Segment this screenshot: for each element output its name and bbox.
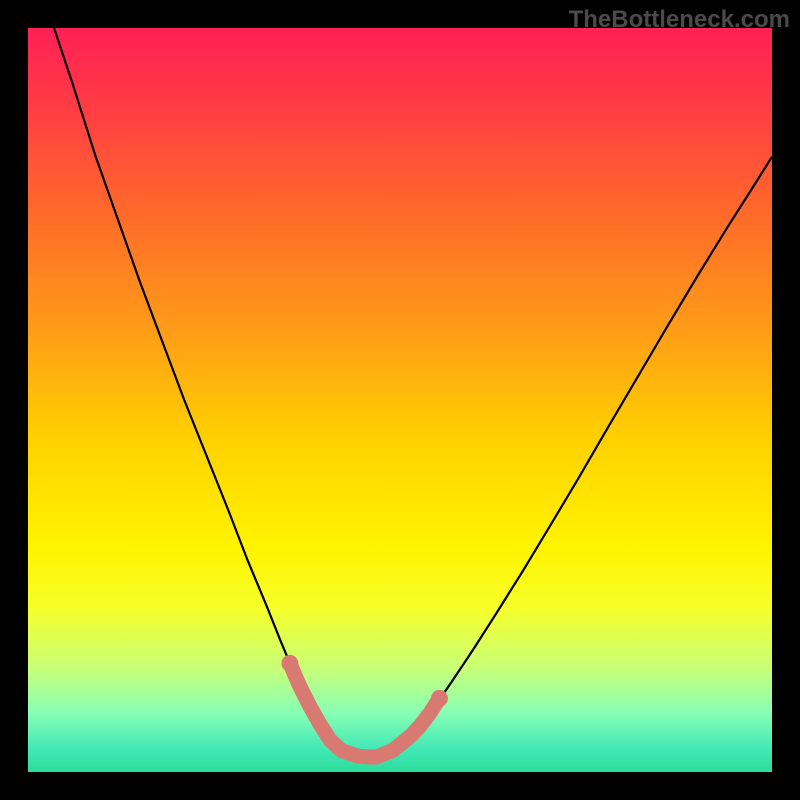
gradient-background bbox=[28, 28, 772, 772]
marker-dot bbox=[281, 655, 298, 672]
chart-svg bbox=[0, 0, 800, 800]
bottleneck-chart: TheBottleneck.com bbox=[0, 0, 800, 800]
watermark-text: TheBottleneck.com bbox=[569, 6, 790, 34]
marker-dot bbox=[431, 690, 448, 707]
